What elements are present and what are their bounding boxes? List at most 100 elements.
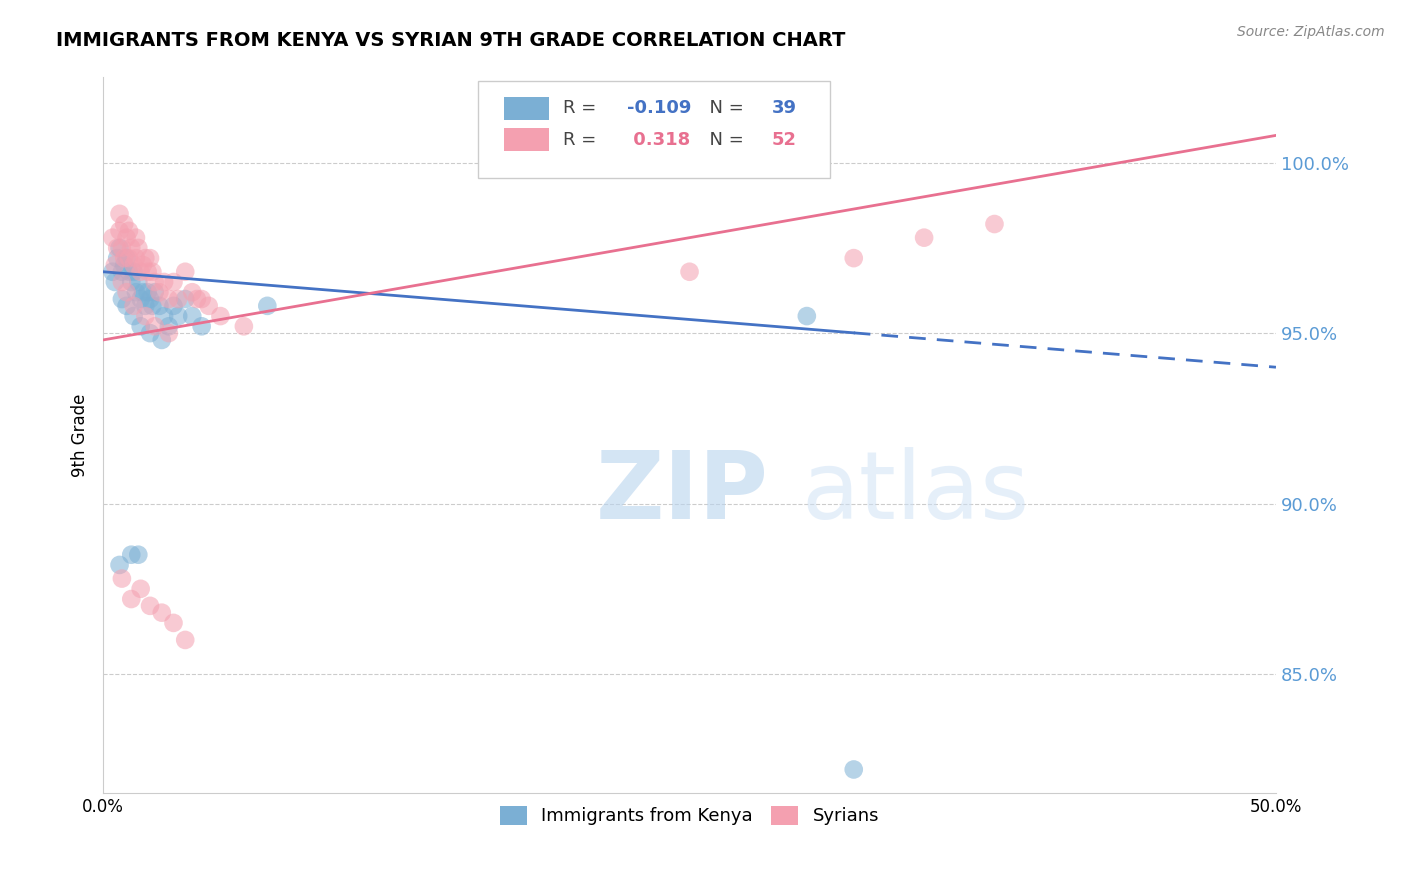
Point bbox=[157, 292, 180, 306]
Point bbox=[139, 251, 162, 265]
Point bbox=[148, 285, 170, 300]
Point bbox=[111, 241, 134, 255]
Point bbox=[129, 292, 152, 306]
Point bbox=[190, 319, 212, 334]
Point bbox=[112, 251, 135, 265]
Point bbox=[143, 275, 166, 289]
Point bbox=[108, 207, 131, 221]
Point bbox=[101, 230, 124, 244]
Point bbox=[120, 241, 142, 255]
Point bbox=[796, 309, 818, 323]
Point bbox=[150, 606, 173, 620]
Point bbox=[108, 241, 131, 255]
Point bbox=[134, 309, 156, 323]
Point bbox=[157, 326, 180, 340]
Point bbox=[842, 763, 865, 777]
Text: Source: ZipAtlas.com: Source: ZipAtlas.com bbox=[1237, 25, 1385, 39]
Point bbox=[141, 265, 163, 279]
Text: atlas: atlas bbox=[801, 447, 1029, 539]
Point bbox=[174, 265, 197, 279]
Point bbox=[127, 241, 149, 255]
Point bbox=[111, 292, 134, 306]
Point bbox=[125, 285, 148, 300]
Point bbox=[181, 309, 204, 323]
FancyBboxPatch shape bbox=[478, 81, 831, 178]
Point bbox=[197, 299, 219, 313]
Point bbox=[132, 285, 155, 300]
Point bbox=[122, 258, 145, 272]
Legend: Immigrants from Kenya, Syrians: Immigrants from Kenya, Syrians bbox=[491, 797, 889, 834]
Point bbox=[174, 292, 197, 306]
Point bbox=[127, 275, 149, 289]
Point bbox=[111, 275, 134, 289]
Text: IMMIGRANTS FROM KENYA VS SYRIAN 9TH GRADE CORRELATION CHART: IMMIGRANTS FROM KENYA VS SYRIAN 9TH GRAD… bbox=[56, 31, 845, 50]
Point bbox=[115, 251, 138, 265]
Point bbox=[105, 241, 128, 255]
Point bbox=[181, 285, 204, 300]
Point bbox=[256, 299, 278, 313]
Point bbox=[129, 582, 152, 596]
Point bbox=[115, 285, 138, 300]
FancyBboxPatch shape bbox=[505, 128, 548, 151]
Point bbox=[162, 299, 184, 313]
Point bbox=[125, 251, 148, 265]
Point bbox=[104, 275, 127, 289]
Point bbox=[139, 599, 162, 613]
Text: N =: N = bbox=[697, 99, 749, 117]
Text: ZIP: ZIP bbox=[596, 447, 769, 539]
Point bbox=[186, 292, 208, 306]
Point bbox=[118, 251, 141, 265]
Point bbox=[167, 292, 190, 306]
Point bbox=[134, 251, 156, 265]
Text: N =: N = bbox=[697, 131, 749, 149]
Point bbox=[122, 309, 145, 323]
Point bbox=[115, 299, 138, 313]
Point bbox=[132, 258, 155, 272]
FancyBboxPatch shape bbox=[505, 96, 548, 120]
Point bbox=[101, 265, 124, 279]
Point bbox=[153, 275, 176, 289]
Point bbox=[139, 292, 162, 306]
Text: -0.109: -0.109 bbox=[627, 99, 692, 117]
Point bbox=[162, 275, 184, 289]
Point bbox=[842, 251, 865, 265]
Text: 52: 52 bbox=[772, 131, 797, 149]
Point bbox=[108, 558, 131, 572]
Text: R =: R = bbox=[562, 99, 602, 117]
Point bbox=[139, 326, 162, 340]
Point bbox=[174, 632, 197, 647]
Point bbox=[134, 299, 156, 313]
Point bbox=[150, 333, 173, 347]
Point bbox=[104, 258, 127, 272]
Point bbox=[125, 230, 148, 244]
Point bbox=[111, 572, 134, 586]
Y-axis label: 9th Grade: 9th Grade bbox=[72, 393, 89, 477]
Point bbox=[111, 265, 134, 279]
Point bbox=[120, 548, 142, 562]
Point bbox=[122, 299, 145, 313]
Point bbox=[232, 319, 254, 334]
Point bbox=[118, 265, 141, 279]
Point bbox=[115, 230, 138, 244]
Point bbox=[141, 299, 163, 313]
Point bbox=[136, 265, 159, 279]
Point bbox=[143, 285, 166, 300]
Point bbox=[129, 319, 152, 334]
Point bbox=[118, 224, 141, 238]
Point bbox=[162, 615, 184, 630]
Point bbox=[678, 265, 700, 279]
Point bbox=[112, 258, 135, 272]
Point bbox=[153, 309, 176, 323]
Point bbox=[129, 265, 152, 279]
Point bbox=[983, 217, 1005, 231]
Point bbox=[167, 309, 190, 323]
Point bbox=[143, 319, 166, 334]
Point bbox=[120, 275, 142, 289]
Point bbox=[127, 548, 149, 562]
Point bbox=[120, 592, 142, 607]
Point bbox=[136, 285, 159, 300]
Point bbox=[209, 309, 232, 323]
Point bbox=[190, 292, 212, 306]
Point bbox=[122, 265, 145, 279]
Text: 0.318: 0.318 bbox=[627, 131, 690, 149]
